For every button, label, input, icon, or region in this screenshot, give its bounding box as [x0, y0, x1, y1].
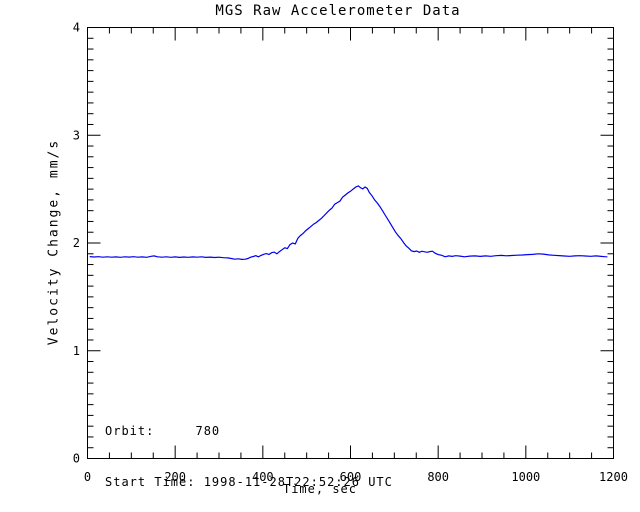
x-tick-label: 200 [164, 470, 186, 484]
x-tick-label: 1000 [511, 470, 540, 484]
y-tick-label: 4 [73, 21, 80, 35]
annotation-orbit: Orbit: 780 [105, 423, 221, 438]
y-tick-label: 1 [73, 344, 80, 358]
y-tick-label: 2 [73, 236, 80, 250]
x-tick-label: 800 [427, 470, 449, 484]
series-line-velocity-change [89, 185, 608, 261]
x-tick-label: 400 [252, 470, 274, 484]
x-tick-label: 0 [84, 470, 91, 484]
y-tick-label: 3 [73, 128, 80, 142]
y-tick-label: 0 [73, 452, 80, 466]
x-axis-label: Time, sec [282, 482, 358, 496]
chart-title: MGS Raw Accelerometer Data [215, 3, 461, 19]
x-tick-label: 600 [340, 470, 362, 484]
plot-annotations: Orbit: 780 Start Time: 1998-11-28T22:52:… [105, 388, 393, 512]
x-tick-label: 1200 [599, 470, 628, 484]
annotation-start-time: Start Time: 1998-11-28T22:52:26 UTC [105, 475, 393, 490]
